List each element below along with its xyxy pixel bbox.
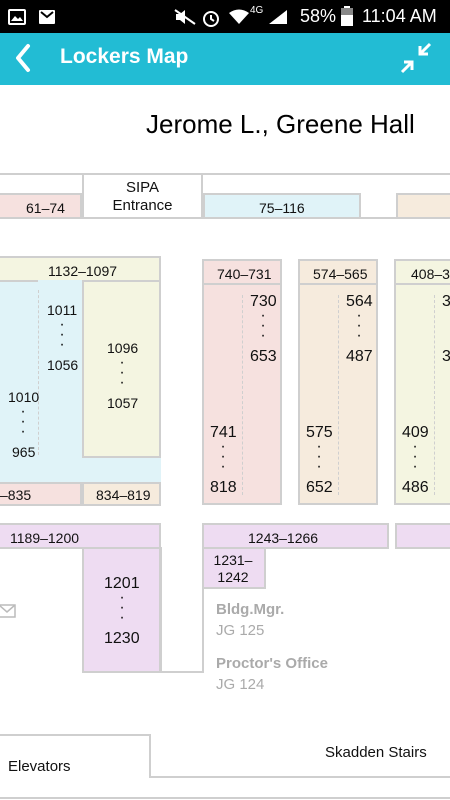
alarm-icon: [203, 11, 219, 27]
locker-block-1011-1056[interactable]: [38, 280, 84, 458]
locker-block-1189-1200[interactable]: 1189–1200: [0, 523, 161, 549]
locker-block-1096-1057[interactable]: 1096 · · · 1057: [82, 280, 161, 458]
page-title: Lockers Map: [60, 45, 189, 68]
clock: 11:04 AM: [362, 6, 437, 26]
locker-block-1243-1266[interactable]: 1243–1266: [202, 523, 389, 549]
locker-block-1231-1242[interactable]: 1231– 1242: [202, 547, 266, 589]
locker-block-right-cut[interactable]: [395, 523, 450, 549]
locker-block-730-818[interactable]: 730 · · · 653 741 · · · 818: [202, 283, 282, 505]
status-bar: 4G 58% 11:04 AM: [0, 0, 450, 33]
locker-block-834-819[interactable]: 834–819: [82, 482, 161, 506]
wall: [361, 217, 397, 219]
building-name: Jerome L., Greene Hall: [146, 109, 415, 139]
locker-block-409-486[interactable]: 3 3 409 · · · 486: [394, 283, 450, 505]
lockers-map: Jerome L., Greene Hall 61–74 SIPA Entran…: [0, 85, 450, 800]
locker-block-740-731[interactable]: 740–731: [202, 259, 282, 285]
network-type: 4G: [250, 5, 264, 16]
mail-icon: [0, 604, 16, 618]
wall: [202, 547, 204, 673]
app-bar: Lockers Map: [0, 33, 450, 85]
battery-percent: 58%: [300, 6, 337, 26]
locker-block-1201-1230[interactable]: 1201 · · · 1230: [82, 547, 161, 673]
locker-block-lower-blue: [0, 457, 161, 482]
wall: [0, 734, 150, 736]
back-arrow-icon[interactable]: [10, 41, 40, 75]
sipa-entrance: SIPA Entrance: [82, 173, 203, 219]
mute-icon: [174, 9, 196, 25]
skadden-stairs-label: Skadden Stairs: [325, 744, 427, 761]
wall: [149, 776, 450, 778]
locker-block-408-39[interactable]: 408–39: [394, 259, 450, 285]
wall: [0, 797, 450, 799]
signal-icon: [269, 10, 287, 24]
locker-block-top-right[interactable]: [396, 193, 450, 219]
locker-block-835[interactable]: –835: [0, 482, 82, 506]
proctor-office-label: Proctor's Office: [216, 655, 328, 672]
collapse-map-icon[interactable]: [398, 40, 434, 76]
locker-block-564-652[interactable]: 564 · · · 487 575 · · · 652: [298, 283, 378, 505]
wall: [149, 734, 151, 778]
wall: [160, 671, 204, 673]
bldg-mgr-label: Bldg.Mgr.: [216, 601, 285, 618]
locker-block-75-116[interactable]: 75–116: [203, 193, 361, 219]
locker-block-1132-1097[interactable]: 1132–1097: [0, 256, 161, 282]
wifi-icon: [229, 9, 249, 24]
bldg-mgr-room: JG 125: [216, 622, 265, 639]
battery-icon: [341, 6, 353, 26]
photo-notification-icon: [8, 9, 26, 25]
proctor-office-room: JG 124: [216, 676, 265, 693]
wall: [0, 173, 450, 175]
locker-block-61-74[interactable]: 61–74: [0, 193, 82, 219]
gmail-notification-icon: [39, 10, 55, 24]
wall: [160, 547, 162, 673]
elevators-label: Elevators: [8, 758, 71, 775]
locker-block-574-565[interactable]: 574–565: [298, 259, 378, 285]
